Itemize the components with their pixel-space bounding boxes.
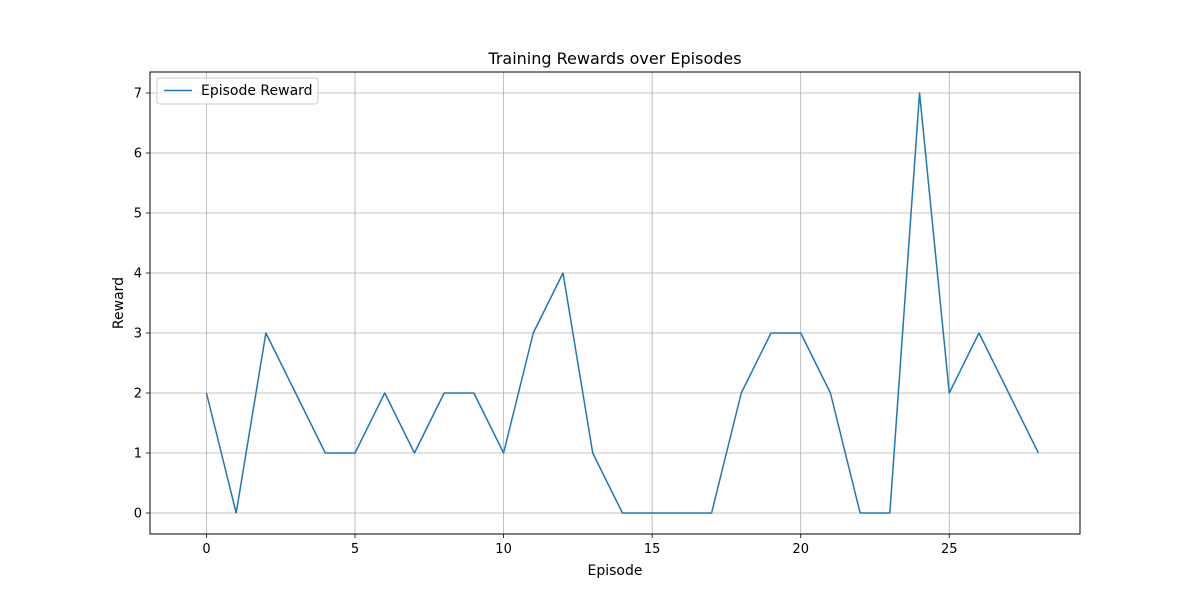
y-tick-label: 1 (134, 447, 142, 462)
y-tick-label: 4 (134, 267, 142, 282)
y-tick-label: 2 (134, 387, 142, 402)
x-tick-label: 15 (644, 542, 661, 557)
chart-title: Training Rewards over Episodes (487, 49, 741, 68)
x-tick-label: 20 (792, 542, 809, 557)
x-axis-label: Episode (588, 563, 643, 579)
plot-frame (149, 71, 1081, 535)
y-tick-label: 6 (134, 147, 142, 162)
legend: Episode Reward (156, 77, 319, 105)
y-tick-label: 5 (134, 207, 142, 222)
legend-box (156, 77, 319, 105)
series-line (205, 92, 1040, 514)
x-tick-label: 0 (202, 542, 210, 557)
axis-ticks: 0 5 10 15 20 25 0 1 2 3 4 5 6 7 (134, 87, 958, 558)
x-tick-label: 25 (941, 542, 958, 557)
y-axis-label: Reward (111, 277, 127, 329)
x-tick-label: 10 (495, 542, 512, 557)
legend-label: Episode Reward (201, 83, 313, 99)
y-tick-label: 7 (134, 87, 142, 102)
x-tick-label: 5 (351, 542, 359, 557)
y-tick-label: 0 (134, 507, 142, 522)
y-tick-label: 3 (134, 327, 142, 342)
series-layer (205, 92, 1040, 514)
